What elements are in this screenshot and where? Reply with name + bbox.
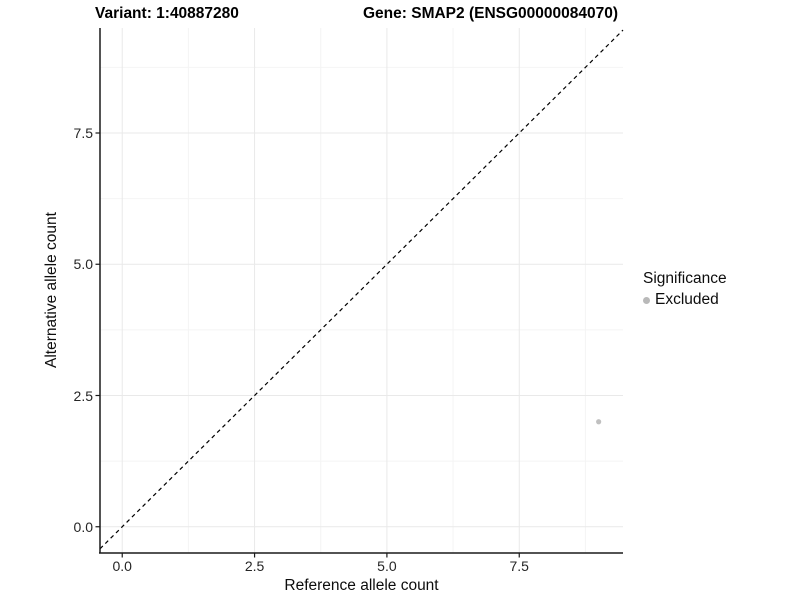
legend: Significance Excluded bbox=[643, 270, 727, 309]
x-tick-label: 5.0 bbox=[377, 558, 397, 574]
legend-entry-label: Excluded bbox=[655, 291, 719, 308]
y-tick-label: 5.0 bbox=[73, 256, 93, 273]
x-tick-label: 7.5 bbox=[509, 558, 529, 574]
y-tick-label: 0.0 bbox=[73, 518, 93, 535]
legend-entry: Excluded bbox=[643, 291, 727, 309]
y-tick-label: 7.5 bbox=[73, 125, 93, 141]
legend-title: Significance bbox=[643, 270, 727, 287]
y-tick-label: 2.5 bbox=[73, 387, 93, 404]
identity-reference-line bbox=[99, 29, 624, 550]
x-tick-label: 0.0 bbox=[112, 558, 132, 574]
legend-point-swatch-icon bbox=[643, 296, 650, 304]
x-axis-title: Reference allele count bbox=[284, 577, 439, 594]
data-point bbox=[596, 419, 602, 425]
x-tick-label: 2.5 bbox=[244, 558, 265, 574]
plot-title-variant: Variant: 1:40887280 bbox=[95, 5, 239, 22]
y-axis-title: Alternative allele count bbox=[43, 212, 60, 368]
plot-title-gene: Gene: SMAP2 (ENSG00000084070) bbox=[363, 5, 619, 22]
